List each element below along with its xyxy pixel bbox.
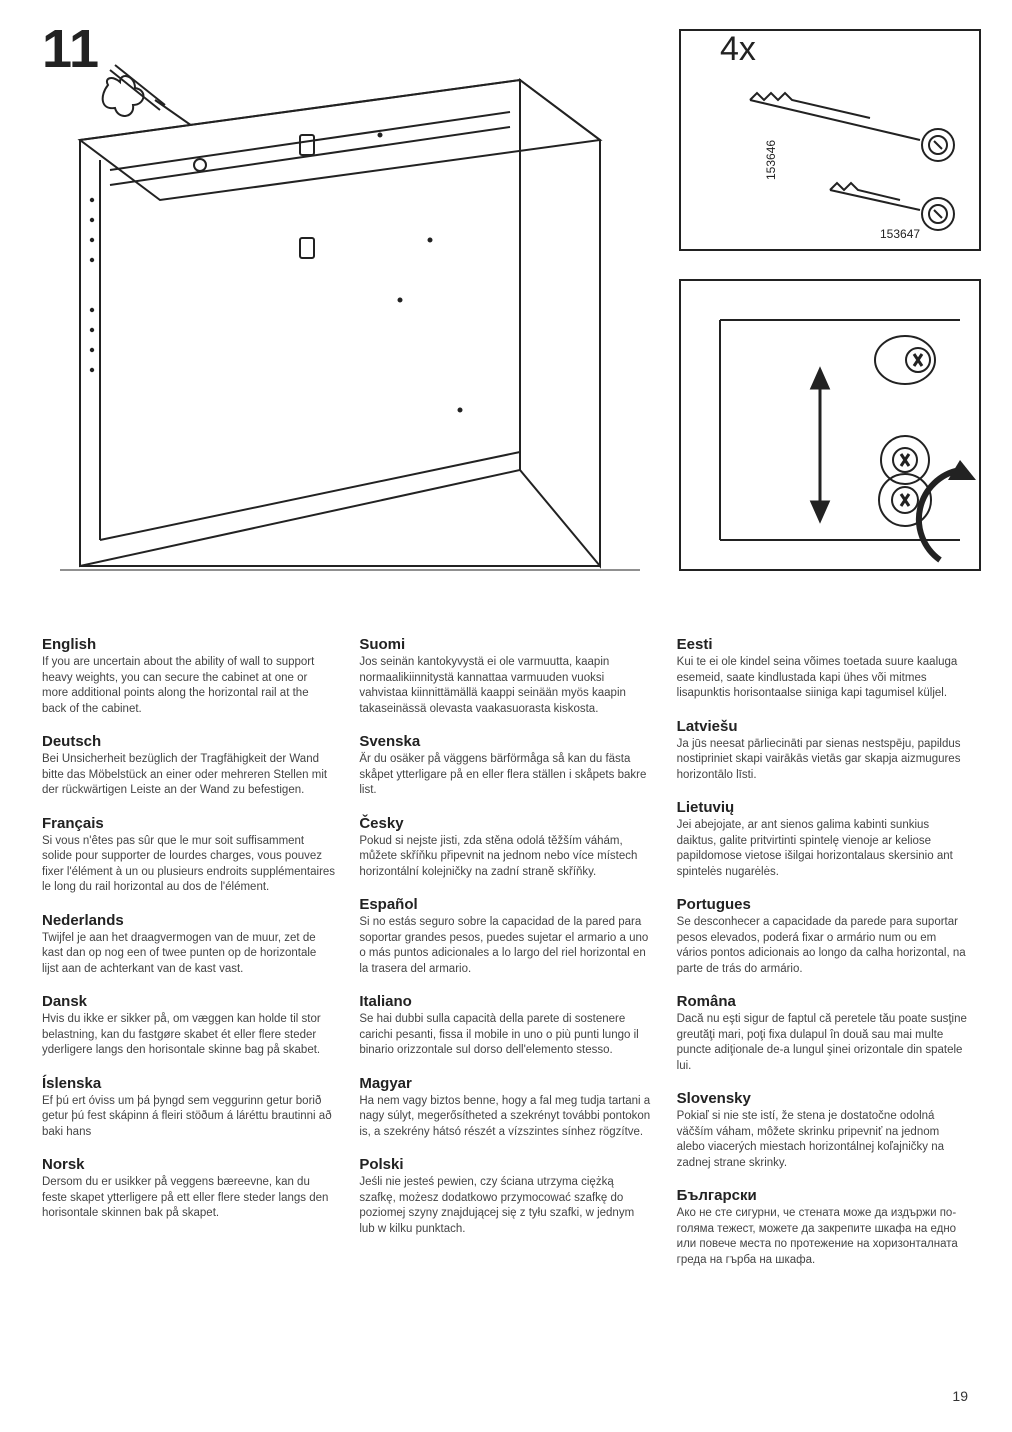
lang-title: Lietuvių (677, 799, 970, 816)
lang-body: Är du osäker på väggens bärförmåga så ka… (359, 752, 652, 799)
lang-body: Jeśli nie jesteś pewien, czy ściana utrz… (359, 1175, 652, 1237)
lang-block: Svenska Är du osäker på väggens bärförmåg… (359, 733, 652, 799)
lang-body: Jei abejojate, ar ant sienos galima kabi… (677, 818, 970, 880)
column-2: Suomi Jos seinän kantokyvystä ei ole varm… (359, 636, 652, 1284)
lang-block: Slovensky Pokiaľ si nie ste istí, že sten… (677, 1090, 970, 1171)
lang-title: Magyar (359, 1075, 652, 1092)
lang-body: Bei Unsicherheit bezüglich der Tragfähig… (42, 752, 335, 799)
lang-title: Portugues (677, 896, 970, 913)
lang-block: Suomi Jos seinän kantokyvystä ei ole varm… (359, 636, 652, 717)
lang-body: Si no estás seguro sobre la capacidad de… (359, 915, 652, 977)
lang-block: Français Si vous n'êtes pas sûr que le mu… (42, 815, 335, 896)
lang-title: Íslenska (42, 1075, 335, 1092)
lang-title: Italiano (359, 993, 652, 1010)
lang-body: Twijfel je aan het draagvermogen van de … (42, 931, 335, 978)
lang-block: Dansk Hvis du ikke er sikker på, om vægge… (42, 993, 335, 1059)
lang-title: Latviešu (677, 718, 970, 735)
lang-title: English (42, 636, 335, 653)
lang-body: Kui te ei ole kindel seina võimes toetad… (677, 655, 970, 702)
detail-box-bottom (680, 280, 980, 570)
lang-title: Deutsch (42, 733, 335, 750)
lang-block: Deutsch Bei Unsicherheit bezüglich der Tr… (42, 733, 335, 799)
diagram: 4x 153646 153647 (0, 0, 1012, 610)
instruction-columns: English If you are uncertain about the ab… (42, 636, 970, 1284)
lang-body: Ef þú ert óviss um þá þyngd sem veggurin… (42, 1094, 335, 1141)
lang-title: Français (42, 815, 335, 832)
lang-block: Български Ако не сте сигурни, че стената … (677, 1187, 970, 1268)
lang-body: Se hai dubbi sulla capacità della parete… (359, 1012, 652, 1059)
column-1: English If you are uncertain about the ab… (42, 636, 335, 1284)
lang-title: Česky (359, 815, 652, 832)
lang-title: Български (677, 1187, 970, 1204)
lang-block: Latviešu Ja jūs neesat pārliecināti par s… (677, 718, 970, 784)
part-number-a: 153646 (764, 140, 778, 180)
lang-block: Česky Pokud si nejste jisti, zda stěna od… (359, 815, 652, 881)
lang-body: Pokud si nejste jisti, zda stěna odolá t… (359, 834, 652, 881)
lang-block: Íslenska Ef þú ert óviss um þá þyngd sem … (42, 1075, 335, 1141)
lang-body: Ja jūs neesat pārliecināti par sienas ne… (677, 737, 970, 784)
lang-body: Ако не сте сигурни, че стената може да и… (677, 1206, 970, 1268)
page: 11 (0, 0, 1012, 1432)
lang-block: Norsk Dersom du er usikker på veggens bær… (42, 1156, 335, 1222)
lang-block: Lietuvių Jei abejojate, ar ant sienos gal… (677, 799, 970, 880)
lang-body: Se desconhecer a capacidade da parede pa… (677, 915, 970, 977)
lang-title: Español (359, 896, 652, 913)
lang-body: Si vous n'êtes pas sûr que le mur soit s… (42, 834, 335, 896)
lang-title: Polski (359, 1156, 652, 1173)
lang-body: If you are uncertain about the ability o… (42, 655, 335, 717)
lang-block: English If you are uncertain about the ab… (42, 636, 335, 717)
lang-title: Slovensky (677, 1090, 970, 1107)
lang-body: Ha nem vagy biztos benne, hogy a fal meg… (359, 1094, 652, 1141)
lang-block: Polski Jeśli nie jesteś pewien, czy ścian… (359, 1156, 652, 1237)
lang-body: Dersom du er usikker på veggens bæreevne… (42, 1175, 335, 1222)
quantity-label: 4x (720, 30, 756, 68)
lang-title: Svenska (359, 733, 652, 750)
lang-title: Suomi (359, 636, 652, 653)
lang-body: Pokiaľ si nie ste istí, že stena je dost… (677, 1109, 970, 1171)
lang-body: Jos seinän kantokyvystä ei ole varmuutta… (359, 655, 652, 717)
column-3: Eesti Kui te ei ole kindel seina võimes t… (677, 636, 970, 1284)
lang-body: Dacă nu eşti sigur de faptul că peretele… (677, 1012, 970, 1074)
lang-body: Hvis du ikke er sikker på, om væggen kan… (42, 1012, 335, 1059)
lang-title: Româna (677, 993, 970, 1010)
hardware-box-top: 4x 153646 153647 (680, 30, 980, 250)
lang-block: Nederlands Twijfel je aan het draagvermog… (42, 912, 335, 978)
lang-title: Eesti (677, 636, 970, 653)
lang-title: Nederlands (42, 912, 335, 929)
lang-block: Portugues Se desconhecer a capacidade da … (677, 896, 970, 977)
cabinet-diagram (60, 80, 640, 570)
lang-block: Magyar Ha nem vagy biztos benne, hogy a f… (359, 1075, 652, 1141)
lang-title: Norsk (42, 1156, 335, 1173)
lang-block: Eesti Kui te ei ole kindel seina võimes t… (677, 636, 970, 702)
lang-block: Româna Dacă nu eşti sigur de faptul că pe… (677, 993, 970, 1074)
lang-title: Dansk (42, 993, 335, 1010)
part-number-b: 153647 (880, 227, 920, 241)
lang-block: Español Si no estás seguro sobre la capac… (359, 896, 652, 977)
page-number: 19 (952, 1388, 968, 1404)
lang-block: Italiano Se hai dubbi sulla capacità dell… (359, 993, 652, 1059)
